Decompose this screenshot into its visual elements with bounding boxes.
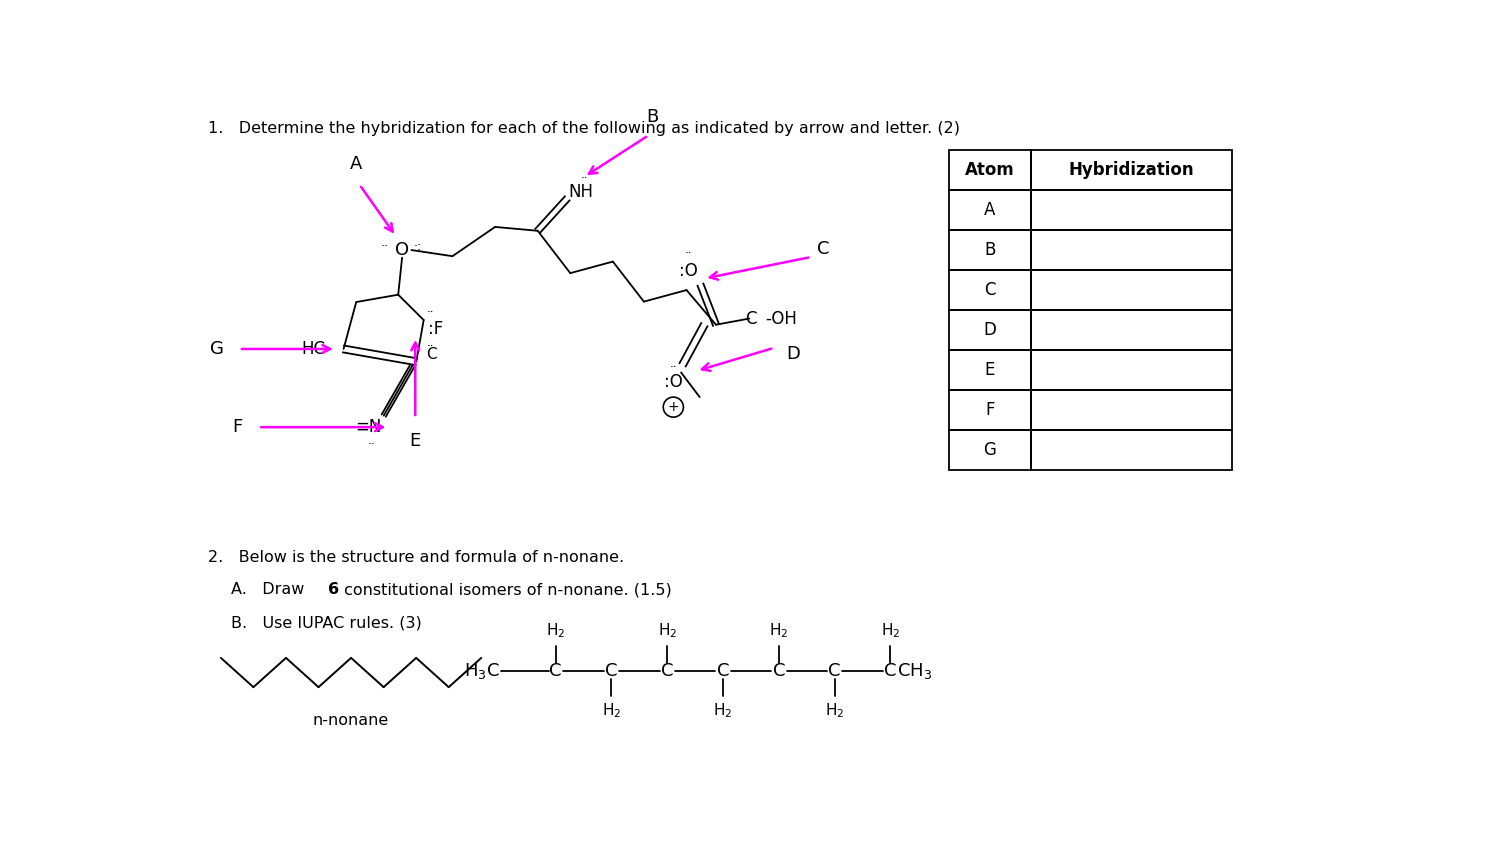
Bar: [949, 270, 1031, 310]
Text: CH$_3$: CH$_3$: [897, 661, 931, 681]
Text: G: G: [210, 340, 223, 358]
Text: E: E: [409, 431, 421, 449]
Text: C: C: [985, 281, 995, 299]
Text: D: D: [787, 345, 801, 363]
Bar: [1031, 310, 1232, 350]
Text: H$_2$: H$_2$: [658, 621, 677, 640]
Text: H$_2$: H$_2$: [601, 702, 620, 721]
Text: H$_2$: H$_2$: [824, 702, 844, 721]
Bar: [1031, 150, 1232, 190]
Bar: [1031, 350, 1232, 390]
Bar: [949, 229, 1031, 270]
Text: ··: ··: [381, 240, 388, 253]
Text: :F: :F: [427, 320, 443, 338]
Bar: [1031, 229, 1232, 270]
Bar: [1031, 390, 1232, 430]
Text: A: A: [985, 201, 995, 219]
Text: 2.   Below is the structure and formula of n-nonane.: 2. Below is the structure and formula of…: [208, 550, 623, 565]
Text: C: C: [717, 662, 729, 680]
Text: C: C: [426, 348, 437, 362]
Text: C: C: [884, 662, 897, 680]
Text: :O: :O: [664, 372, 683, 390]
Text: n-nonane: n-nonane: [312, 713, 390, 728]
Text: ··: ··: [427, 340, 434, 353]
Text: B: B: [985, 241, 995, 259]
Bar: [949, 390, 1031, 430]
Text: F: F: [985, 401, 995, 419]
Bar: [949, 310, 1031, 350]
Text: H$_2$: H$_2$: [769, 621, 789, 640]
Text: constitutional isomers of n-nonane. (1.5): constitutional isomers of n-nonane. (1.5…: [339, 582, 673, 597]
Bar: [1031, 190, 1232, 229]
Text: ·:: ·:: [414, 240, 421, 253]
Text: 1.   Determine the hybridization for each of the following as indicated by arrow: 1. Determine the hybridization for each …: [208, 122, 960, 136]
Bar: [949, 190, 1031, 229]
Text: ≡N: ≡N: [356, 419, 381, 437]
Bar: [949, 150, 1031, 190]
Text: ··: ··: [368, 437, 375, 450]
Text: H$_3$C: H$_3$C: [464, 661, 500, 681]
Text: +: +: [668, 400, 679, 414]
Text: G: G: [984, 441, 997, 459]
Bar: [949, 430, 1031, 470]
Text: C: C: [606, 662, 618, 680]
Text: HC: HC: [301, 340, 324, 358]
Text: F: F: [232, 419, 243, 437]
Text: O: O: [394, 241, 409, 259]
Text: B.   Use IUPAC rules. (3): B. Use IUPAC rules. (3): [231, 615, 421, 631]
Text: Hybridization: Hybridization: [1068, 161, 1195, 179]
Text: C: C: [661, 662, 674, 680]
Text: A.   Draw: A. Draw: [231, 582, 310, 597]
Text: E: E: [985, 361, 995, 379]
Text: C: C: [829, 662, 841, 680]
Text: ··: ··: [427, 306, 434, 319]
Text: C: C: [549, 662, 562, 680]
Text: H$_2$: H$_2$: [713, 702, 732, 721]
Text: 6: 6: [327, 582, 339, 597]
Text: D: D: [984, 321, 997, 339]
Text: C: C: [744, 310, 756, 328]
Text: NH: NH: [568, 183, 594, 201]
Text: H$_2$: H$_2$: [546, 621, 565, 640]
Text: -OH: -OH: [765, 310, 796, 328]
Text: C: C: [817, 241, 830, 259]
Text: ··: ··: [670, 361, 677, 374]
Text: A: A: [350, 155, 362, 173]
Bar: [1031, 270, 1232, 310]
Text: B: B: [646, 108, 659, 126]
Text: ··: ··: [684, 247, 692, 260]
Text: ··: ··: [580, 172, 588, 185]
Bar: [949, 350, 1031, 390]
Text: H$_2$: H$_2$: [881, 621, 900, 640]
Text: :O: :O: [680, 262, 698, 280]
Bar: [1031, 430, 1232, 470]
Text: C: C: [772, 662, 786, 680]
Text: Atom: Atom: [966, 161, 1015, 179]
